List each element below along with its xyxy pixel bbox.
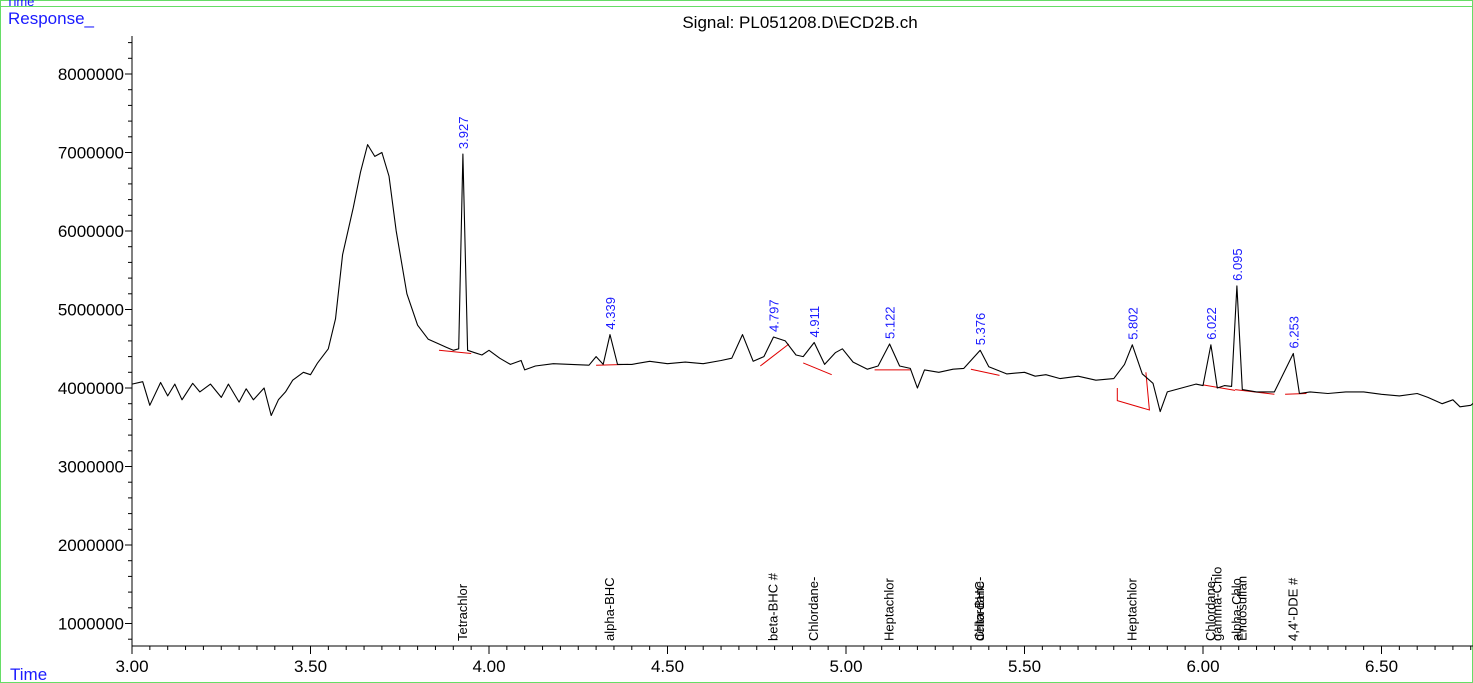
compound-label: Tetrachlor — [455, 583, 470, 641]
peak-labels: 3.927 4.339 4.797 4.911 5.122 5.376 5.802 6.022… — [456, 117, 1301, 349]
x-tick-label: 5.50 — [1008, 657, 1041, 676]
peak-label: 6.022 — [1204, 307, 1219, 340]
peak-label: 5.122 — [883, 306, 898, 339]
x-tick-label: 3.00 — [115, 657, 148, 676]
compound-label: gamma-Chlo — [1209, 567, 1224, 641]
x-tick-label: 3.50 — [294, 657, 327, 676]
compound-label: Heptachlor — [1124, 577, 1139, 641]
y-tick-label: 4000000 — [58, 379, 124, 398]
compound-label: alpha-Chlo — [1229, 578, 1244, 641]
y-tick-label: 1000000 — [58, 615, 124, 634]
compound-label: alpha-BHC — [602, 577, 617, 641]
compound-label: Chlordane- — [1203, 577, 1218, 641]
y-tick-label: 6000000 — [58, 222, 124, 241]
peak-label: 4.339 — [603, 297, 618, 330]
compound-label: Chlordane- — [972, 577, 987, 641]
integration-baseline — [759, 343, 790, 367]
y-tick-label: 2000000 — [58, 536, 124, 555]
x-tick-label: 4.00 — [472, 657, 505, 676]
integration-baselines — [438, 343, 1307, 411]
compound-label: Endosulfan — [1234, 576, 1249, 641]
y-tick-label: 8000000 — [58, 65, 124, 84]
compound-label: Heptachlor — [882, 577, 897, 641]
y-axis-label: Response_ — [8, 9, 95, 28]
integration-baseline — [1116, 372, 1150, 411]
x-tick-label: 5.00 — [829, 657, 862, 676]
compound-label: beta-BHC # — [766, 572, 781, 641]
compound-labels: Tetrachlor alpha-BHC beta-BHC # Chlordane- H… — [455, 567, 1300, 641]
compound-label: 4,4'-DDE # — [1285, 577, 1300, 641]
integration-baseline — [438, 349, 472, 354]
y-tick-label: 5000000 — [58, 301, 124, 320]
x-tick-label: 6.50 — [1365, 657, 1398, 676]
peak-label: 3.927 — [456, 117, 471, 150]
peak-label: 4.797 — [767, 299, 782, 332]
x-axis-label: Time — [10, 665, 47, 683]
peak-label: 6.253 — [1286, 316, 1301, 349]
peak-label: 5.376 — [973, 313, 988, 346]
x-tick-label: 4.50 — [651, 657, 684, 676]
top-time-label: Time — [6, 0, 34, 9]
peak-label: 6.095 — [1230, 248, 1245, 281]
peak-label: 5.802 — [1125, 307, 1140, 340]
peak-label: 4.911 — [807, 306, 822, 338]
signal-trace — [131, 144, 1473, 417]
y-tick-label: 7000000 — [58, 144, 124, 163]
x-tick-label: 6.00 — [1186, 657, 1219, 676]
compound-label: delta-BHC — [972, 581, 987, 641]
y-tick-label: 3000000 — [58, 458, 124, 477]
integration-baseline — [803, 362, 832, 376]
integration-baseline — [1285, 393, 1307, 395]
axes: 1000000 2000000 3000000 4000000 5000000 60000… — [58, 36, 1473, 676]
signal-title: Signal: PL051208.D\ECD2B.ch — [682, 13, 917, 32]
integration-baseline — [970, 368, 1000, 376]
compound-label: Chlordane- — [806, 577, 821, 641]
signal-trace-group — [131, 144, 1473, 417]
